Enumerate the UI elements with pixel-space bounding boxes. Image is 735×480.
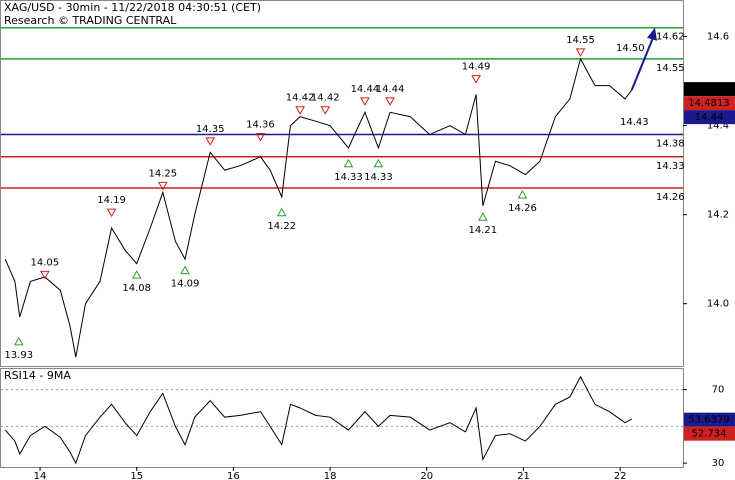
pivot-label: 14.44 [351, 84, 380, 95]
pivot-label: 14.42 [311, 93, 340, 104]
y-tick-label: 30 [712, 458, 725, 469]
high-marker [205, 137, 216, 146]
y-tick-label: 70 [712, 385, 725, 396]
price-tag [684, 426, 735, 441]
price-tag [684, 412, 735, 427]
high-marker [157, 181, 168, 191]
y-tick-label: 14.6 [707, 32, 729, 43]
low-marker [343, 158, 354, 168]
high-marker [385, 97, 395, 106]
high-marker [295, 106, 305, 115]
chart-title: XAG/USD - 30min - 11/22/2018 04:30:51 (C… [4, 1, 261, 14]
pivot-label: 13.93 [4, 350, 33, 361]
annotation: 14.43 [620, 117, 649, 128]
low-marker [276, 207, 287, 217]
x-tick-label: 16 [227, 471, 240, 480]
pivot-label: 14.26 [508, 203, 537, 214]
level-label: 14.33 [656, 161, 685, 172]
pivot-label: 14.36 [246, 119, 275, 130]
x-tick-label: 22 [614, 471, 627, 480]
pivot-label: 14.25 [149, 168, 178, 179]
pivot-label: 14.42 [286, 93, 315, 104]
price-tag [684, 82, 735, 97]
pivot-label: 14.49 [462, 62, 491, 73]
price-tag [684, 110, 735, 125]
chart-subtitle: Research © TRADING CENTRAL [4, 14, 177, 27]
level-label: 14.62 [656, 32, 685, 43]
price-tag-label: 14.44 [695, 112, 724, 123]
y-tick-label: 14.2 [707, 210, 729, 221]
pivot-label: 14.33 [334, 172, 363, 183]
x-tick-label: 15 [130, 471, 143, 480]
price-tag-label: 14.4813 [688, 98, 729, 109]
annotation: 14.50 [616, 43, 645, 54]
high-marker [106, 208, 117, 218]
price-panel [0, 0, 684, 367]
pivot-label: 14.44 [376, 84, 405, 95]
target-arrow [630, 37, 654, 91]
price-line [4, 57, 633, 358]
arrow-head [647, 27, 657, 41]
rsi-line [4, 375, 632, 465]
low-marker [373, 158, 384, 168]
pivot-label: 14.19 [97, 195, 126, 206]
pivot-label: 14.35 [196, 124, 225, 135]
rsi-panel [0, 368, 684, 468]
low-marker [131, 270, 142, 279]
low-marker [13, 336, 24, 346]
high-marker [320, 106, 331, 115]
price-tag-label: 53.6379 [688, 415, 729, 426]
price-tag-label: 52.734 [692, 429, 727, 440]
level-label: 14.26 [656, 192, 685, 203]
y-tick-label: 14.4 [707, 121, 729, 132]
high-marker [360, 97, 370, 106]
level-label: 14.38 [656, 139, 685, 150]
x-tick-label: 20 [420, 471, 433, 480]
pivot-label: 14.33 [364, 172, 393, 183]
pivot-label: 14.55 [566, 35, 595, 46]
pivot-label: 14.21 [469, 225, 498, 236]
x-tick-label: 14 [34, 471, 47, 480]
pivot-label: 14.22 [267, 221, 296, 232]
level-label: 14.55 [656, 63, 685, 74]
rsi-title: RSI14 - 9MA [4, 369, 71, 382]
price-tag [684, 96, 735, 111]
high-marker [255, 132, 266, 142]
x-tick-label: 21 [517, 471, 530, 480]
x-tick-label: 18 [324, 471, 337, 480]
pivot-label: 14.05 [31, 257, 60, 268]
pivot-label: 14.09 [171, 279, 200, 290]
low-marker [180, 265, 190, 275]
low-marker [517, 189, 528, 199]
high-marker [40, 270, 50, 280]
high-marker [575, 48, 586, 57]
low-marker [477, 212, 488, 221]
price-tag-label: 14.482 [692, 84, 727, 95]
pivot-label: 14.08 [122, 283, 151, 294]
y-tick-label: 14.0 [707, 299, 729, 310]
high-marker [471, 75, 481, 84]
